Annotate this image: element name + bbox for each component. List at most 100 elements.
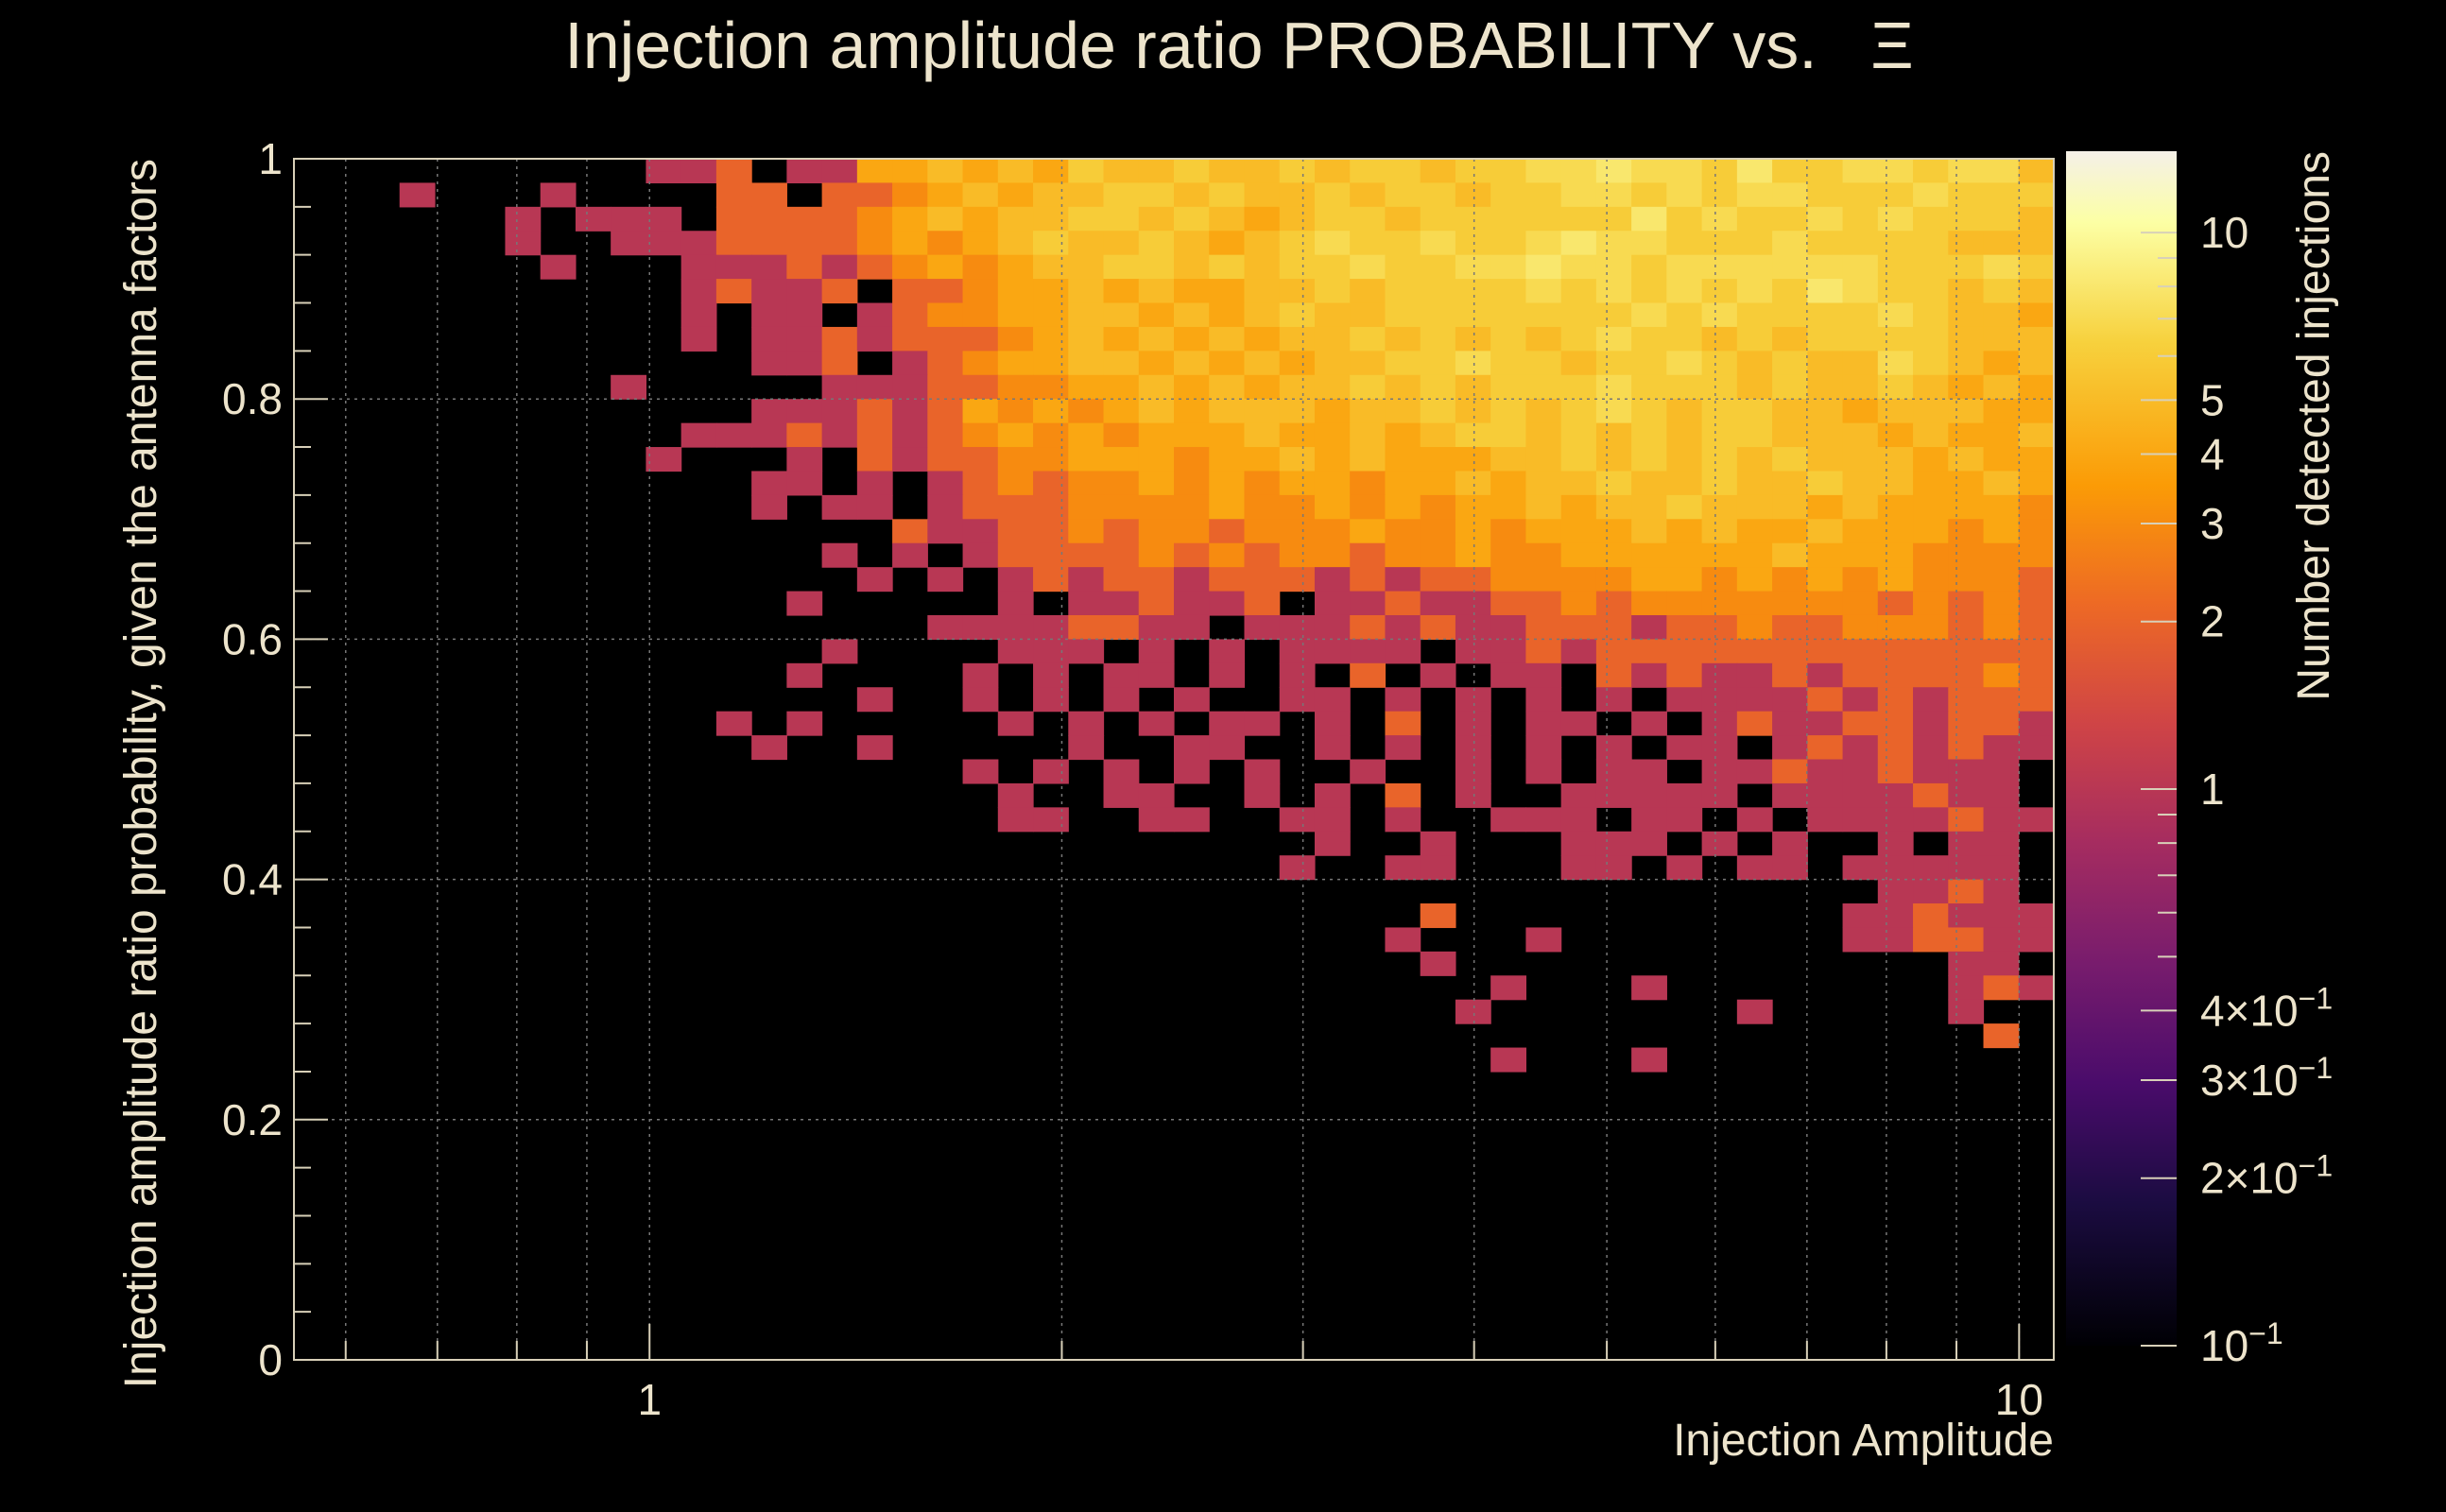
heatmap-cell (1807, 542, 1844, 568)
heatmap-cell (1420, 182, 1456, 208)
heatmap-cell (856, 687, 893, 713)
heatmap-cell (1350, 182, 1387, 208)
heatmap-cell (1772, 662, 1808, 688)
heatmap-cell (1103, 279, 1140, 304)
heatmap-cell (1174, 399, 1210, 424)
heatmap-cell (1913, 903, 1949, 929)
heatmap-cell (1807, 711, 1844, 736)
heatmap-cell (997, 374, 1034, 400)
heatmap-cell (715, 182, 752, 208)
heatmap-cell (1490, 494, 1526, 520)
heatmap-cell (1595, 759, 1632, 784)
heatmap-cell (1455, 494, 1491, 520)
heatmap-cell (1631, 831, 1667, 856)
heatmap-cell (1948, 591, 1985, 616)
heatmap-cell (1209, 591, 1246, 616)
heatmap-cell (1877, 567, 1914, 593)
heatmap-cell (751, 494, 787, 520)
heatmap-cell (1983, 975, 2020, 1001)
heatmap-cell (1560, 302, 1597, 328)
heatmap-cell (1595, 591, 1632, 616)
heatmap-cell (1772, 542, 1808, 568)
heatmap-cell (892, 542, 928, 568)
heatmap-cell (1033, 231, 1069, 256)
heatmap-cell (1948, 999, 1985, 1024)
heatmap-cell (927, 159, 964, 184)
heatmap-cell (1807, 735, 1844, 761)
heatmap-cell (1913, 542, 1949, 568)
heatmap-cell (1279, 639, 1316, 664)
heatmap-cell (1209, 206, 1246, 232)
heatmap-cell (1525, 399, 1562, 424)
heatmap-cell (856, 182, 893, 208)
heatmap-cell (1525, 494, 1562, 520)
heatmap-cell (1666, 494, 1703, 520)
grid-lines (294, 159, 2054, 1360)
heatmap-cell (1983, 519, 2020, 544)
heatmap-cell (1525, 422, 1562, 448)
heatmap-cell (1314, 614, 1351, 640)
x-tick-label: 10 (1995, 1375, 2043, 1424)
heatmap-cell (962, 542, 999, 568)
heatmap-cell (997, 182, 1034, 208)
heatmap-cell (1279, 399, 1316, 424)
heatmap-cell (1595, 422, 1632, 448)
heatmap-cell (751, 735, 787, 761)
heatmap-cell (1631, 662, 1667, 688)
heatmap-cell (927, 447, 964, 472)
heatmap-cell (892, 326, 928, 352)
heatmap-cell (1913, 855, 1949, 881)
heatmap-cell (2018, 567, 2055, 593)
heatmap-cell (1913, 687, 1949, 713)
heatmap-cell (1420, 231, 1456, 256)
heatmap-cell (1877, 182, 1914, 208)
heatmap-cell (1807, 279, 1844, 304)
heatmap-cell (1948, 279, 1985, 304)
heatmap-cell (856, 206, 893, 232)
heatmap-cell (1983, 927, 2020, 953)
heatmap-cell (997, 279, 1034, 304)
heatmap-cell (1455, 687, 1491, 713)
heatmap-cell (1244, 614, 1281, 640)
heatmap-cell (1350, 447, 1387, 472)
heatmap-cell (1033, 542, 1069, 568)
heatmap-cell (1701, 231, 1738, 256)
heatmap-cell (1103, 614, 1140, 640)
heatmap-cell (786, 159, 823, 184)
heatmap-cell (1631, 182, 1667, 208)
y-tick-label: 0 (258, 1335, 283, 1384)
heatmap-cell (1350, 399, 1387, 424)
heatmap-cell (1631, 494, 1667, 520)
heatmap-cell (1666, 855, 1703, 881)
heatmap-cell (1138, 471, 1175, 496)
heatmap-cell (1314, 471, 1351, 496)
heatmap-cell (1560, 711, 1597, 736)
heatmap-cell (1279, 519, 1316, 544)
heatmap-cell (1772, 735, 1808, 761)
heatmap-cell (1350, 614, 1387, 640)
heatmap-cell (1033, 471, 1069, 496)
heatmap-cell (1913, 447, 1949, 472)
heatmap-cell (1103, 374, 1140, 400)
heatmap-cell (1877, 831, 1914, 856)
heatmap-cell (1736, 231, 1773, 256)
heatmap-cell (1174, 759, 1210, 784)
heatmap-cell (1913, 254, 1949, 280)
heatmap-cell (1455, 542, 1491, 568)
color-scale-bar (2066, 151, 2177, 1346)
heatmap-cell (1138, 374, 1175, 400)
heatmap-cell (1948, 542, 1985, 568)
heatmap-cell (1595, 351, 1632, 376)
heatmap-cell (1807, 231, 1844, 256)
heatmap-cell (997, 351, 1034, 376)
heatmap-cell (1807, 662, 1844, 688)
heatmap-cell (1350, 759, 1387, 784)
heatmap-cell (1174, 351, 1210, 376)
heatmap-cell (1666, 326, 1703, 352)
heatmap-cell (1174, 807, 1210, 833)
heatmap-cell (1772, 206, 1808, 232)
heatmap-cell (1350, 639, 1387, 664)
heatmap-cell (1772, 351, 1808, 376)
heatmap-cell (1560, 182, 1597, 208)
heatmap-cell (1314, 591, 1351, 616)
